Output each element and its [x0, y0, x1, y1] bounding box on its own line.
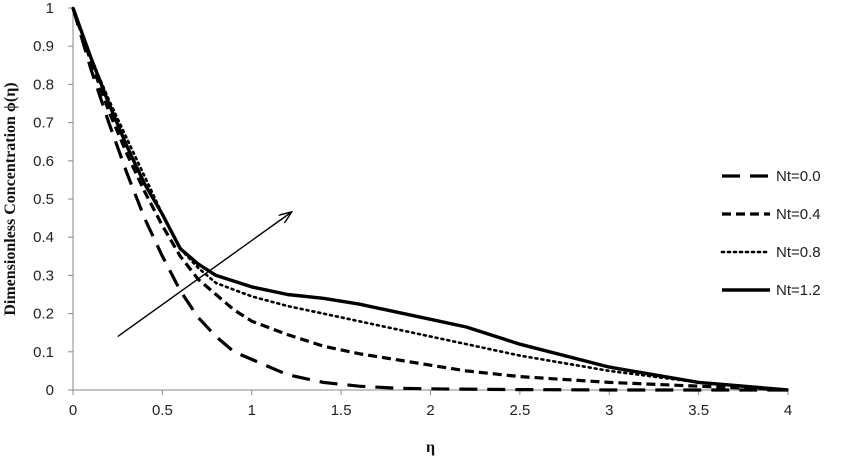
y-tick-label: 0.1 — [33, 344, 54, 361]
series-line-3 — [71, 7, 789, 392]
legend-label-3: Nt=1.2 — [776, 282, 821, 299]
x-tick-labels: 0 0.5 1 1.5 2 2.5 3 3.5 4 — [69, 390, 792, 419]
axes — [72, 8, 788, 391]
y-tick-label: 0.9 — [33, 38, 54, 55]
y-tick-label: 0.6 — [33, 153, 54, 170]
y-tick-label: 0.2 — [33, 306, 54, 323]
legend: Nt=0.0 Nt=0.4 Nt=0.8 Nt=1.2 — [720, 168, 821, 299]
y-tick-label: 0.3 — [33, 267, 54, 284]
legend-label-2: Nt=0.8 — [776, 244, 821, 261]
x-tick-label: 2.5 — [509, 402, 530, 419]
x-tick-label: 1.5 — [331, 402, 352, 419]
x-tick-label: 1 — [248, 402, 256, 419]
trend-arrow — [117, 212, 291, 338]
x-tick-label: 0 — [69, 402, 77, 419]
y-tick-label: 1 — [46, 0, 54, 17]
y-tick-label: 0.7 — [33, 115, 54, 132]
series-lines — [71, 6, 790, 392]
x-tick-label: 0.5 — [152, 402, 173, 419]
annotation-arrows — [117, 212, 291, 338]
x-tick-label: 3.5 — [688, 402, 709, 419]
y-tick-label: 0 — [46, 382, 54, 399]
legend-label-1: Nt=0.4 — [776, 206, 821, 223]
series-line-0 — [71, 7, 788, 392]
y-tick-label: 0.4 — [33, 229, 54, 246]
x-axis-title: η — [426, 439, 435, 456]
x-tick-label: 3 — [605, 402, 613, 419]
y-tick-label: 0.5 — [33, 191, 54, 208]
x-tick-label: 2 — [426, 402, 434, 419]
series-line-2 — [71, 6, 790, 392]
y-tick-labels: 0 0.1 0.2 0.3 0.4 0.5 0.6 0.7 0.8 0.9 1 — [33, 0, 73, 399]
y-axis-title: Dimensionless Concentration ϕ(η) — [2, 82, 19, 315]
x-tick-label: 4 — [784, 402, 792, 419]
y-tick-label: 0.8 — [33, 76, 54, 93]
series-line-1 — [71, 7, 789, 392]
legend-label-0: Nt=0.0 — [776, 168, 821, 185]
